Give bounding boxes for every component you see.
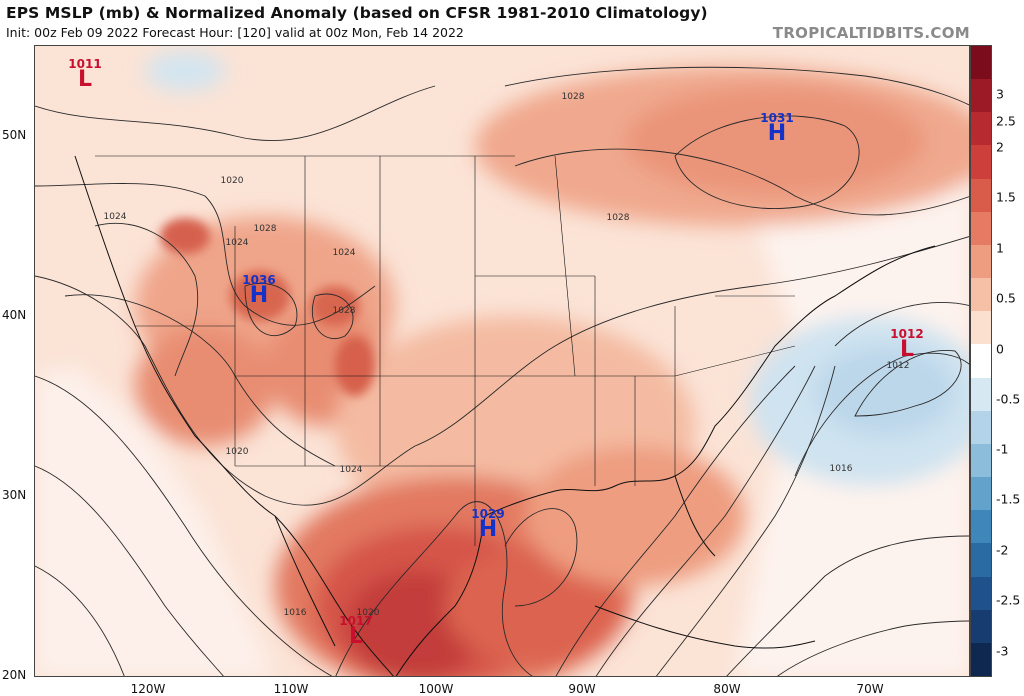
colorbar-swatch	[971, 145, 991, 179]
pressure-value: 1031	[760, 111, 794, 125]
colorbar-swatch	[971, 278, 991, 312]
lon-label-100w: 100W	[418, 682, 454, 696]
colorbar-swatch	[971, 79, 991, 113]
high-marker: H	[249, 283, 269, 308]
colorbar-tick-label: 0	[996, 341, 1004, 357]
colorbar-swatch	[971, 311, 991, 345]
colorbar-tick-label: 0.5	[996, 290, 1016, 306]
isobar-label: 1020	[220, 176, 244, 186]
colorbar-swatch	[971, 576, 991, 610]
colorbar-tick-label: 1	[996, 240, 1004, 256]
high-marker: H	[767, 121, 787, 146]
anomaly-colorbar	[970, 45, 992, 677]
lat-label-50n: 50N	[2, 128, 27, 142]
colorbar-tick-label: -0.5	[996, 391, 1021, 407]
lat-label-20n: 20N	[2, 668, 27, 682]
colorbar-swatch	[971, 443, 991, 478]
low-marker: L	[77, 67, 93, 92]
anomaly-detail	[160, 218, 375, 396]
isobar-label: 1028	[606, 213, 630, 223]
isobar-label: 1016	[829, 464, 853, 474]
colorbar-tick-label: 2	[996, 139, 1004, 155]
site-brand[interactable]: TROPICALTIDBITS.COM	[772, 24, 970, 42]
isobar-label: 1012	[886, 361, 910, 371]
colorbar-tick-label: -3	[996, 643, 1009, 659]
chart-title: EPS MSLP (mb) & Normalized Anomaly (base…	[6, 4, 708, 22]
pressure-value: 1017	[339, 614, 373, 628]
map-panel	[34, 45, 970, 677]
colorbar-swatch	[971, 510, 991, 544]
isobar-label: 1024	[332, 248, 356, 258]
high-pressure-center-gulf: 1029 H	[471, 507, 505, 542]
coastlines	[74, 155, 936, 676]
isobar-label: 1024	[225, 238, 249, 248]
lat-label-30n: 30N	[2, 488, 27, 502]
pressure-value: 1036	[242, 273, 276, 287]
colorbar-tick-label: 3	[996, 86, 1004, 102]
colorbar-tick-label: 1.5	[996, 189, 1016, 205]
low-pressure-center-atlantic: 1012 L	[890, 327, 924, 362]
colorbar-tick-label: 2.5	[996, 113, 1016, 129]
lon-label-80w: 80W	[713, 682, 741, 696]
state-borders	[95, 155, 796, 546]
pressure-value: 1011	[68, 57, 102, 71]
colorbar-swatch	[971, 477, 991, 511]
colorbar-tick-label: -1	[996, 441, 1009, 457]
isobar-label: 1016	[283, 608, 307, 618]
colorbar-swatch	[971, 642, 991, 676]
lon-label-110w: 110W	[273, 682, 309, 696]
colorbar-tick-label: -2.5	[996, 592, 1021, 608]
lat-label-40n: 40N	[2, 308, 27, 322]
colorbar-swatch	[971, 543, 991, 577]
colorbar-swatch	[971, 410, 991, 444]
isobar-label: 1028	[561, 92, 585, 102]
colorbar-swatch	[971, 178, 991, 212]
colorbar-swatch	[971, 46, 991, 80]
low-marker: L	[348, 624, 364, 649]
high-pressure-center-quebec: 1031 H	[760, 111, 794, 146]
map-canvas	[35, 46, 969, 676]
lon-label-120w: 120W	[130, 682, 166, 696]
lon-label-70w: 70W	[856, 682, 884, 696]
isobar-label: 1028	[332, 306, 356, 316]
low-marker: L	[899, 337, 915, 362]
isobar-label: 1024	[339, 465, 363, 475]
isobar-label: 1028	[253, 224, 277, 234]
isobar-label: 1020	[356, 608, 380, 618]
colorbar-tick-label: -2	[996, 542, 1009, 558]
isobar-label: 1024	[103, 212, 127, 222]
pressure-value: 1012	[890, 327, 924, 341]
chart-subtitle: Init: 00z Feb 09 2022 Forecast Hour: [12…	[6, 25, 464, 40]
colorbar-swatch	[971, 344, 991, 378]
lon-label-90w: 90W	[568, 682, 596, 696]
isobar-label: 1020	[225, 447, 249, 457]
colorbar-swatch	[971, 244, 991, 279]
low-pressure-center-mexico: 1017 L	[339, 614, 373, 649]
colorbar-swatch	[971, 211, 991, 245]
colorbar-swatch	[971, 112, 991, 146]
low-pressure-center-pacific-nw: 1011 L	[68, 57, 102, 92]
colorbar-swatch	[971, 609, 991, 643]
pressure-value: 1029	[471, 507, 505, 521]
high-marker: H	[478, 517, 498, 542]
colorbar-tick-label: -1.5	[996, 491, 1021, 507]
colorbar-swatch	[971, 377, 991, 411]
isobars	[35, 66, 969, 676]
high-pressure-center-great-basin: 1036 H	[242, 273, 276, 308]
